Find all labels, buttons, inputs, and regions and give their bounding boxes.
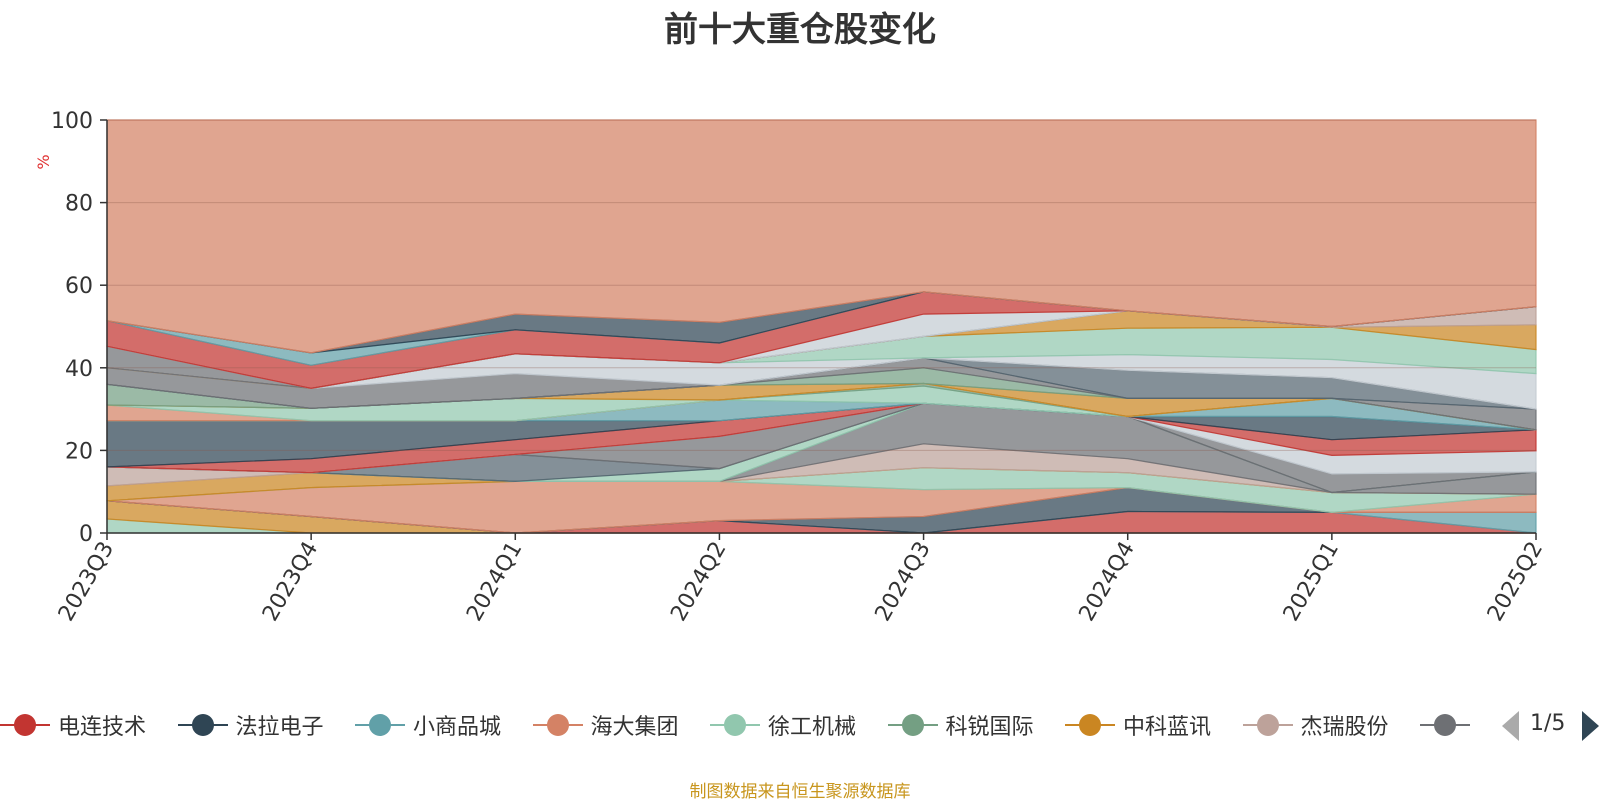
legend-label: 徐工机械 xyxy=(768,715,857,740)
y-tick-label: 40 xyxy=(65,357,93,382)
legend-prev-page-icon[interactable] xyxy=(1502,711,1519,741)
legend-marker-icon xyxy=(887,707,938,743)
x-tick-label: 2023Q3 xyxy=(54,538,119,626)
legend-label: 小商品城 xyxy=(413,715,502,740)
legend-label: 中科蓝讯 xyxy=(1123,715,1212,740)
legend-item[interactable]: 中科蓝讯 xyxy=(1065,707,1211,743)
y-tick-label: 80 xyxy=(65,192,93,217)
legend-item[interactable]: 杰瑞股份 xyxy=(1242,707,1389,743)
chart-title: 前十大重仓股变化 xyxy=(664,10,936,50)
legend-marker-icon xyxy=(532,707,583,743)
x-tick-label: 2024Q4 xyxy=(1075,538,1140,626)
legend-marker-icon xyxy=(1242,707,1293,743)
area-layers xyxy=(106,119,1537,534)
legend-item[interactable]: 海大集团 xyxy=(532,707,679,743)
legend-marker-icon xyxy=(355,707,405,743)
legend-item[interactable]: 科锐国际 xyxy=(887,707,1034,743)
source-note: 制图数据来自恒生聚源数据库 xyxy=(689,782,911,802)
legend-label: 科锐国际 xyxy=(945,715,1034,740)
legend-page-indicator: 1/5 xyxy=(1530,711,1566,736)
legend-item[interactable] xyxy=(1420,707,1478,743)
legend-item[interactable]: 法拉电子 xyxy=(177,707,324,743)
x-tick-label: 2023Q4 xyxy=(258,538,323,626)
legend-item[interactable]: 电连技术 xyxy=(0,707,146,743)
x-tick-label: 2024Q1 xyxy=(462,538,527,626)
x-tick-label: 2024Q3 xyxy=(870,538,935,626)
x-tick-label: 2025Q2 xyxy=(1483,538,1548,626)
y-tick-label: 0 xyxy=(79,522,93,547)
y-tick-label: 20 xyxy=(65,439,93,464)
legend-marker-icon xyxy=(1420,707,1470,743)
grid-lines xyxy=(107,119,1536,451)
y-tick-label: 60 xyxy=(65,274,93,299)
legend-marker-icon xyxy=(1065,707,1115,743)
legend-marker-icon xyxy=(0,707,50,743)
legend-marker-icon xyxy=(710,707,760,743)
legend-label: 法拉电子 xyxy=(235,715,324,740)
area-series-36 xyxy=(106,119,1537,354)
legend-label: 电连技术 xyxy=(58,715,147,740)
y-tick-label: 100 xyxy=(51,109,93,134)
legend-item[interactable]: 小商品城 xyxy=(355,707,501,743)
legend-next-page-icon[interactable] xyxy=(1582,711,1599,741)
legend: 电连技术 法拉电子 小商品城 海大集团 徐工机械 科锐国际 中科蓝讯 杰瑞股份 1/5 xyxy=(0,707,1600,743)
x-tick-label: 2024Q2 xyxy=(666,538,731,626)
legend-label: 杰瑞股份 xyxy=(1300,715,1389,740)
legend-item[interactable]: 徐工机械 xyxy=(710,707,856,743)
y-axis-label: % xyxy=(34,154,53,169)
legend-marker-icon xyxy=(177,707,228,743)
legend-label: 海大集团 xyxy=(590,715,679,740)
x-tick-label: 2025Q1 xyxy=(1279,538,1344,626)
legend-pager: 1/5 xyxy=(1486,707,1600,743)
legend-items: 电连技术 法拉电子 小商品城 海大集团 徐工机械 科锐国际 中科蓝讯 杰瑞股份 xyxy=(0,707,1484,743)
